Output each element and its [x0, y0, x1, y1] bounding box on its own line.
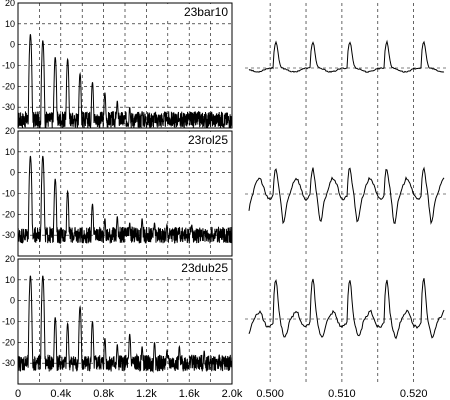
x-tick-label: 0: [15, 388, 21, 400]
waveform-panels: [245, 3, 446, 384]
x-tick-label: 1.6k: [179, 388, 200, 400]
y-tick-label: -30: [2, 358, 15, 368]
y-tick-label: 20: [5, 254, 15, 264]
y-tick-label: -30: [2, 230, 15, 240]
x-tick-label: 0.4k: [50, 388, 71, 400]
title-background: [166, 260, 230, 275]
spectrum-trace: [17, 155, 233, 245]
time-tick-label: 0.520: [400, 388, 428, 400]
y-tick-label: -10: [2, 317, 15, 327]
waveform-trace: [248, 39, 445, 73]
y-tick-label: 10: [5, 147, 15, 157]
x-tick-label: 2.0k: [222, 388, 243, 400]
spectrum-panel: 20 10 0 -10 -20 -30 23rol25: [2, 126, 233, 257]
x-tick-label: 0.8k: [93, 388, 114, 400]
x-tick-label: 1.2k: [136, 388, 157, 400]
panel-title: 23dub25: [181, 261, 228, 275]
y-tick-label: -30: [2, 102, 15, 112]
spectrum-panel: 20 10 0 -10 -20 -30 23bar10: [2, 0, 233, 129]
panel-title: 23bar10: [184, 5, 228, 19]
time-tick-label: 0.500: [256, 388, 284, 400]
time-tick-label: 0.510: [328, 388, 356, 400]
y-tick-label: 20: [5, 0, 15, 8]
panel-title: 23rol25: [188, 133, 228, 147]
y-tick-label: 0: [10, 40, 15, 50]
spectrum-panel: 20 10 0 -10 -20 -30 23dub25: [2, 254, 233, 385]
y-tick-label: 0: [10, 296, 15, 306]
y-tick-label: 0: [10, 168, 15, 178]
waveform-trace: [248, 278, 445, 340]
spectrum-trace: [17, 275, 233, 374]
waveform-panel: [245, 131, 446, 256]
waveform-panel: [245, 3, 446, 128]
y-tick-label: -10: [2, 61, 15, 71]
title-background: [166, 4, 230, 19]
y-tick-label: -20: [2, 209, 15, 219]
title-background: [166, 132, 230, 147]
y-tick-label: 10: [5, 275, 15, 285]
y-tick-label: 20: [5, 126, 15, 136]
y-tick-label: -20: [2, 337, 15, 347]
bottom-axis: 0 0.4k 0.8k 1.2k 1.6k 2.0k 0.500 0.510 0.520: [15, 388, 428, 400]
y-tick-label: -20: [2, 81, 15, 91]
spectrum-trace: [17, 34, 233, 129]
spectrum-panels: 20 10 0 -10 -20 -30 23bar10 20 10 0 -10 -20 -30 23rol…: [2, 0, 233, 385]
waveform-panel: [245, 259, 446, 384]
y-tick-label: -10: [2, 189, 15, 199]
waveform-trace: [248, 166, 445, 225]
y-tick-label: 10: [5, 19, 15, 29]
